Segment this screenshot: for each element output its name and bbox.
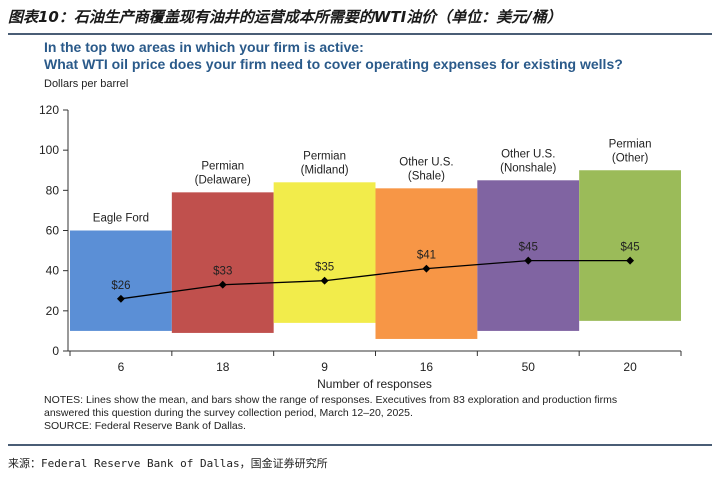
range-bar — [171, 192, 274, 333]
range-bar — [579, 170, 681, 321]
category-label: Permian — [303, 150, 346, 162]
mean-label: $45 — [620, 242, 639, 254]
y-tick-label: 80 — [46, 183, 60, 197]
chart-title-line2: What WTI oil price does your firm need t… — [44, 56, 623, 72]
notes-line2: answered this question during the survey… — [44, 407, 413, 419]
bottom-divider — [8, 444, 712, 446]
y-tick-label: 60 — [46, 224, 60, 238]
y-tick-label: 40 — [46, 264, 60, 278]
chart-notes: NOTES: Lines show the mean, and bars sho… — [44, 394, 704, 433]
category-label: Eagle Ford — [93, 213, 149, 225]
x-tick-label: 50 — [522, 360, 536, 374]
mean-label: $41 — [417, 250, 436, 262]
range-bar — [273, 182, 376, 323]
top-divider — [8, 33, 712, 35]
y-axis-label: Dollars per barrel — [44, 78, 129, 90]
mean-label: $35 — [315, 262, 334, 274]
y-tick-label: 120 — [39, 103, 59, 117]
mean-line — [120, 259, 631, 300]
category-label: Permian — [201, 160, 244, 172]
range-bar — [477, 180, 580, 331]
category-label: Permian — [609, 138, 652, 150]
x-tick-label: 18 — [216, 360, 230, 374]
y-tick-label: 20 — [46, 304, 60, 318]
category-label: Other U.S. — [501, 148, 555, 160]
y-tick-label: 100 — [39, 143, 59, 157]
x-tick-label: 20 — [623, 360, 637, 374]
figure-title: 图表10：石油生产商覆盖现有油井的运营成本所需要的WTI油价（单位：美元/桶） — [8, 8, 562, 26]
range-bar — [375, 188, 478, 339]
category-label: (Other) — [612, 152, 649, 164]
chart-title-line1: In the top two areas in which your firm … — [44, 39, 364, 55]
mean-point — [422, 264, 431, 273]
x-tick-label: 6 — [118, 360, 125, 374]
source-note: 来源：Federal Reserve Bank of Dallas，国金证券研究… — [8, 457, 328, 470]
notes-line1: NOTES: Lines show the mean, and bars sho… — [44, 394, 618, 406]
category-label: (Delaware) — [195, 174, 251, 186]
mean-label: $26 — [111, 280, 130, 292]
range-bar — [70, 230, 172, 331]
range-chart: 0 20 40 60 80 100 120 6 18 9 16 50 20 Number of respo… — [39, 103, 682, 391]
x-tick-label: 9 — [321, 360, 328, 374]
notes-line3: SOURCE: Federal Reserve Bank of Dallas. — [44, 420, 246, 432]
mean-point — [320, 276, 329, 285]
mean-label: $45 — [519, 242, 538, 254]
mean-label: $33 — [213, 266, 232, 278]
category-label: (Nonshale) — [500, 162, 556, 174]
x-tick-label: 16 — [420, 360, 434, 374]
category-label: (Midland) — [301, 164, 349, 176]
mean-point — [218, 280, 227, 289]
category-label: (Shale) — [408, 170, 445, 182]
y-tick-label: 0 — [52, 344, 59, 358]
x-axis-title: Number of responses — [317, 377, 432, 391]
category-label: Other U.S. — [399, 156, 453, 168]
